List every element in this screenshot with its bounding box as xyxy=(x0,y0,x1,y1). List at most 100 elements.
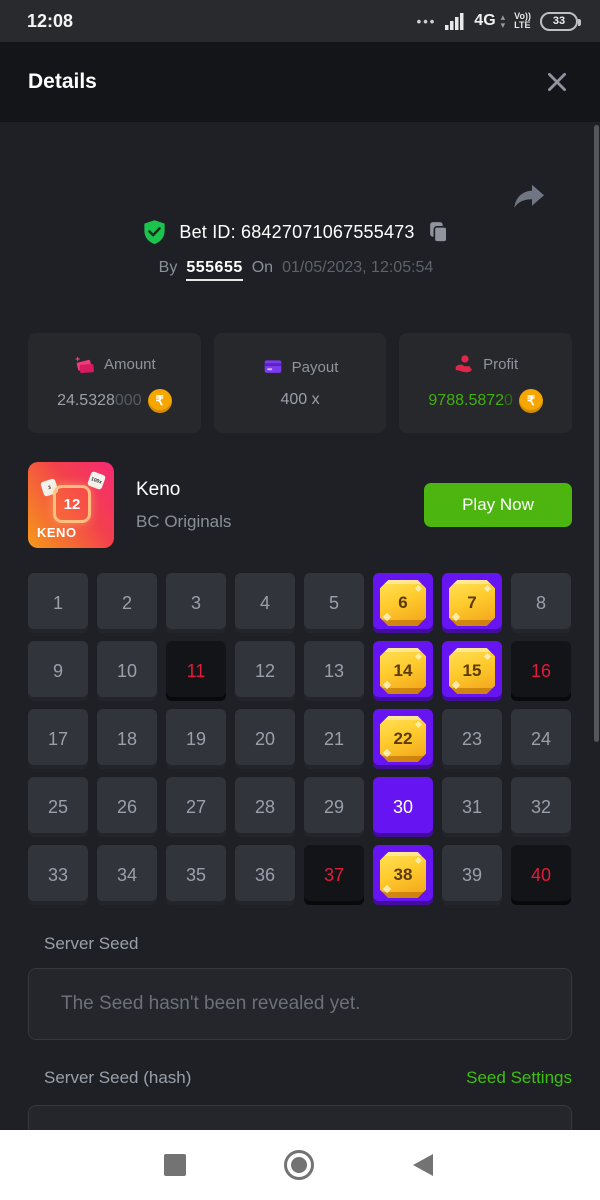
by-label: By xyxy=(158,259,178,276)
keno-cell-36: 36 xyxy=(235,845,295,905)
page-title: Details xyxy=(28,70,97,93)
keno-cell-6: 6 xyxy=(373,573,433,633)
rupee-coin-icon: ₹ xyxy=(518,389,543,413)
sim1-signal-icon: ••• xyxy=(416,13,437,29)
keno-grid: 1 2 3 4 5 6 7 8 9 10 11 12 13 14 15 16 17 18 19 20 21 22 23 24 2… xyxy=(28,573,573,905)
on-label: On xyxy=(251,259,274,276)
keno-cell-31: 31 xyxy=(442,777,502,837)
keno-cell-39: 39 xyxy=(442,845,502,905)
keno-cell-14: 14 xyxy=(373,641,433,701)
seed-hash-row: Server Seed (hash) Seed Settings xyxy=(44,1068,572,1088)
keno-tile-word: KENO xyxy=(37,525,77,540)
keno-cell-11: 11 xyxy=(166,641,226,701)
amount-value: 24.5328000 ₹ xyxy=(57,389,172,413)
keno-cell-5: 5 xyxy=(304,573,364,633)
keno-cell-15: 15 xyxy=(442,641,502,701)
keno-tile-gem-icon: 12 xyxy=(53,485,91,523)
keno-cell-37: 37 xyxy=(304,845,364,905)
profit-value: 9788.58720 ₹ xyxy=(428,389,543,413)
bet-meta-row: By 555655 On 01/05/2023, 12:05:54 xyxy=(0,259,592,281)
server-seed-label: Server Seed xyxy=(44,934,139,953)
gold-gem-icon: 6 xyxy=(380,580,426,626)
data-arrows-icon: ▴ ▾ xyxy=(500,12,506,30)
gold-gem-icon: 15 xyxy=(449,648,495,694)
keno-cell-24: 24 xyxy=(511,709,571,769)
server-seed-field: The Seed hasn't been revealed yet. xyxy=(28,968,572,1040)
keno-cell-12: 12 xyxy=(235,641,295,701)
keno-cell-17: 17 xyxy=(28,709,88,769)
rupee-coin-icon: ₹ xyxy=(147,389,172,413)
keno-cell-7: 7 xyxy=(442,573,502,633)
gold-gem-icon: 7 xyxy=(449,580,495,626)
server-seed-value: The Seed hasn't been revealed yet. xyxy=(61,993,361,1014)
game-provider: BC Originals xyxy=(136,511,232,531)
status-bar: 12:08 ••• 4G ▴ ▾ Vo)) LTE 33 xyxy=(0,0,600,42)
payout-label: Payout xyxy=(291,358,339,376)
keno-cell-18: 18 xyxy=(97,709,157,769)
modal-content: Bet ID: 68427071067555473 By 555655 On 0… xyxy=(0,122,600,1130)
amount-card: Amount 24.5328000 ₹ xyxy=(28,333,201,433)
clock: 12:08 xyxy=(27,10,74,31)
keno-cell-1: 1 xyxy=(28,573,88,633)
keno-cell-30: 30 xyxy=(373,777,433,837)
keno-cell-38: 38 xyxy=(373,845,433,905)
keno-cell-32: 32 xyxy=(511,777,571,837)
game-name: Keno xyxy=(136,478,181,500)
share-icon[interactable] xyxy=(510,178,548,214)
keno-cell-10: 10 xyxy=(97,641,157,701)
username-link[interactable]: 555655 xyxy=(186,259,243,281)
server-seed-hash-field xyxy=(28,1105,572,1130)
payout-value: 400 x xyxy=(280,391,320,408)
amount-label: Amount xyxy=(103,355,156,373)
bet-datetime: 01/05/2023, 12:05:54 xyxy=(282,259,434,276)
seed-settings-link[interactable]: Seed Settings xyxy=(466,1068,572,1087)
profit-card: Profit 9788.58720 ₹ xyxy=(399,333,573,433)
keno-cell-2: 2 xyxy=(97,573,157,633)
keno-cell-19: 19 xyxy=(166,709,226,769)
amount-money-icon xyxy=(74,356,94,374)
back-button[interactable] xyxy=(413,1154,433,1176)
scrollbar-thumb[interactable] xyxy=(594,125,599,742)
keno-cell-4: 4 xyxy=(235,573,295,633)
keno-cell-13: 13 xyxy=(304,641,364,701)
keno-cell-8: 8 xyxy=(511,573,571,633)
copy-icon[interactable] xyxy=(426,219,451,245)
gold-gem-icon: 22 xyxy=(380,716,426,762)
stats-row: Amount 24.5328000 ₹ Payout 400 xyxy=(28,333,573,433)
keno-cell-27: 27 xyxy=(166,777,226,837)
keno-cell-23: 23 xyxy=(442,709,502,769)
android-nav-bar xyxy=(0,1130,600,1200)
payout-card: Payout 400 x xyxy=(213,333,387,433)
volte-icon: Vo)) LTE xyxy=(514,11,531,30)
play-now-button[interactable]: Play Now xyxy=(424,483,572,527)
keno-cell-34: 34 xyxy=(97,845,157,905)
keno-cell-28: 28 xyxy=(235,777,295,837)
keno-cell-16: 16 xyxy=(511,641,571,701)
modal-header: Details xyxy=(0,42,600,122)
profit-label: Profit xyxy=(483,355,519,373)
verified-shield-icon xyxy=(144,220,166,245)
payout-card-icon xyxy=(264,360,281,373)
bet-id-row: Bet ID: 68427071067555473 xyxy=(0,218,592,246)
game-row: 3 100x 12 KENO Keno BC Originals Play No… xyxy=(28,455,572,555)
signal-bars-icon xyxy=(445,12,464,30)
keno-cell-21: 21 xyxy=(304,709,364,769)
keno-cell-25: 25 xyxy=(28,777,88,837)
server-seed-hash-label: Server Seed (hash) xyxy=(44,1068,192,1087)
keno-cell-40: 40 xyxy=(511,845,571,905)
home-button[interactable] xyxy=(284,1150,314,1180)
keno-cell-35: 35 xyxy=(166,845,226,905)
profit-hand-icon xyxy=(455,355,472,373)
network-type: 4G xyxy=(474,12,496,29)
keno-cell-9: 9 xyxy=(28,641,88,701)
keno-cell-22: 22 xyxy=(373,709,433,769)
keno-cell-26: 26 xyxy=(97,777,157,837)
bet-id-text: Bet ID: 68427071067555473 xyxy=(179,221,415,242)
keno-cell-29: 29 xyxy=(304,777,364,837)
close-icon[interactable] xyxy=(544,69,570,95)
keno-cell-20: 20 xyxy=(235,709,295,769)
gold-gem-icon: 38 xyxy=(380,852,426,898)
keno-game-thumbnail[interactable]: 3 100x 12 KENO xyxy=(28,462,114,548)
recents-button[interactable] xyxy=(164,1154,186,1176)
